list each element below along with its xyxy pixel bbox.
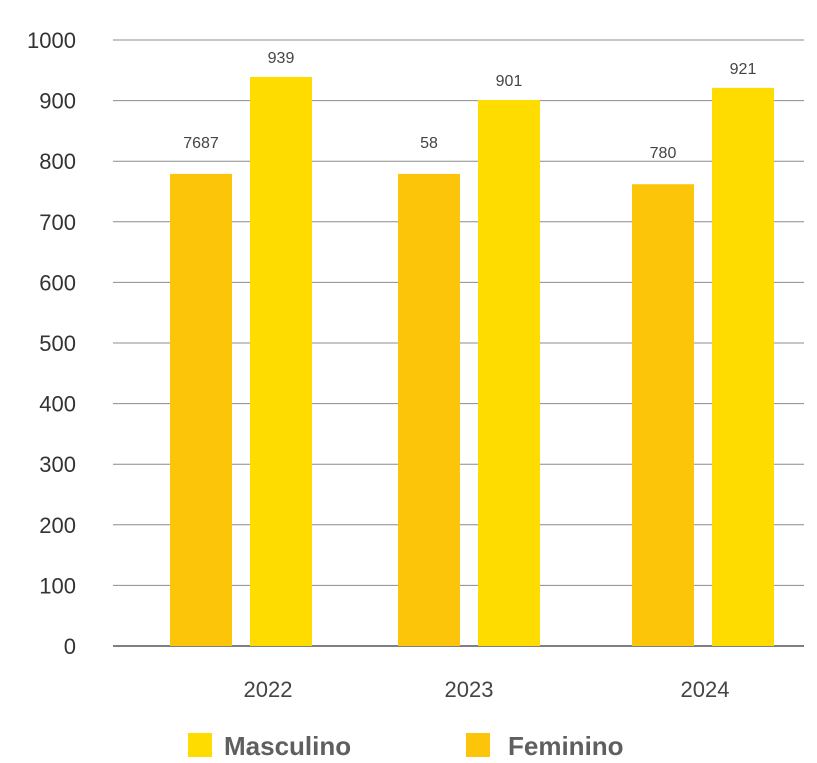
x-tick-label-2022: 2022 [244,677,293,702]
data-label-masculino-2022: 939 [268,50,295,67]
y-tick-label-400: 400 [39,392,76,417]
legend-label-feminino: Feminino [508,731,624,758]
bars [170,76,774,646]
y-tick-label-500: 500 [39,331,76,356]
y-tick-label-800: 800 [39,149,76,174]
bar-feminino-2024 [632,184,694,646]
bar-feminino-2023 [398,173,460,646]
x-tick-label-2024: 2024 [681,677,730,702]
x-axis: 2022 2023 2024 [244,677,730,702]
y-tick-label-300: 300 [39,452,76,477]
data-label-feminino-2024: 780 [650,145,677,162]
data-label-masculino-2024: 921 [730,61,757,78]
y-axis: 0 100 200 300 400 500 600 700 800 900 1000 [27,28,76,659]
bar-masculino-2022 [250,76,312,646]
y-tick-label-900: 900 [39,89,76,114]
bar-masculino-2024 [712,87,774,646]
data-label-feminino-2023: 58 [420,135,438,152]
x-tick-label-2023: 2023 [445,677,494,702]
y-tick-label-200: 200 [39,513,76,538]
legend-swatch-feminino [466,733,490,757]
y-tick-label-100: 100 [39,573,76,598]
data-label-masculino-2023: 901 [496,73,523,90]
data-label-feminino-2022: 7687 [183,135,219,152]
data-labels: 7687 58 780 939 901 921 [183,50,756,162]
y-tick-label-700: 700 [39,210,76,235]
legend: Masculino Feminino [188,731,624,761]
y-tick-label-600: 600 [39,270,76,295]
bar-feminino-2022 [170,173,232,646]
y-tick-label-1000: 1000 [27,28,76,53]
legend-swatch-masculino [188,733,212,757]
y-tick-label-0: 0 [64,634,76,659]
legend-label-masculino: Masculino [224,731,351,758]
bar-masculino-2023 [478,99,540,646]
